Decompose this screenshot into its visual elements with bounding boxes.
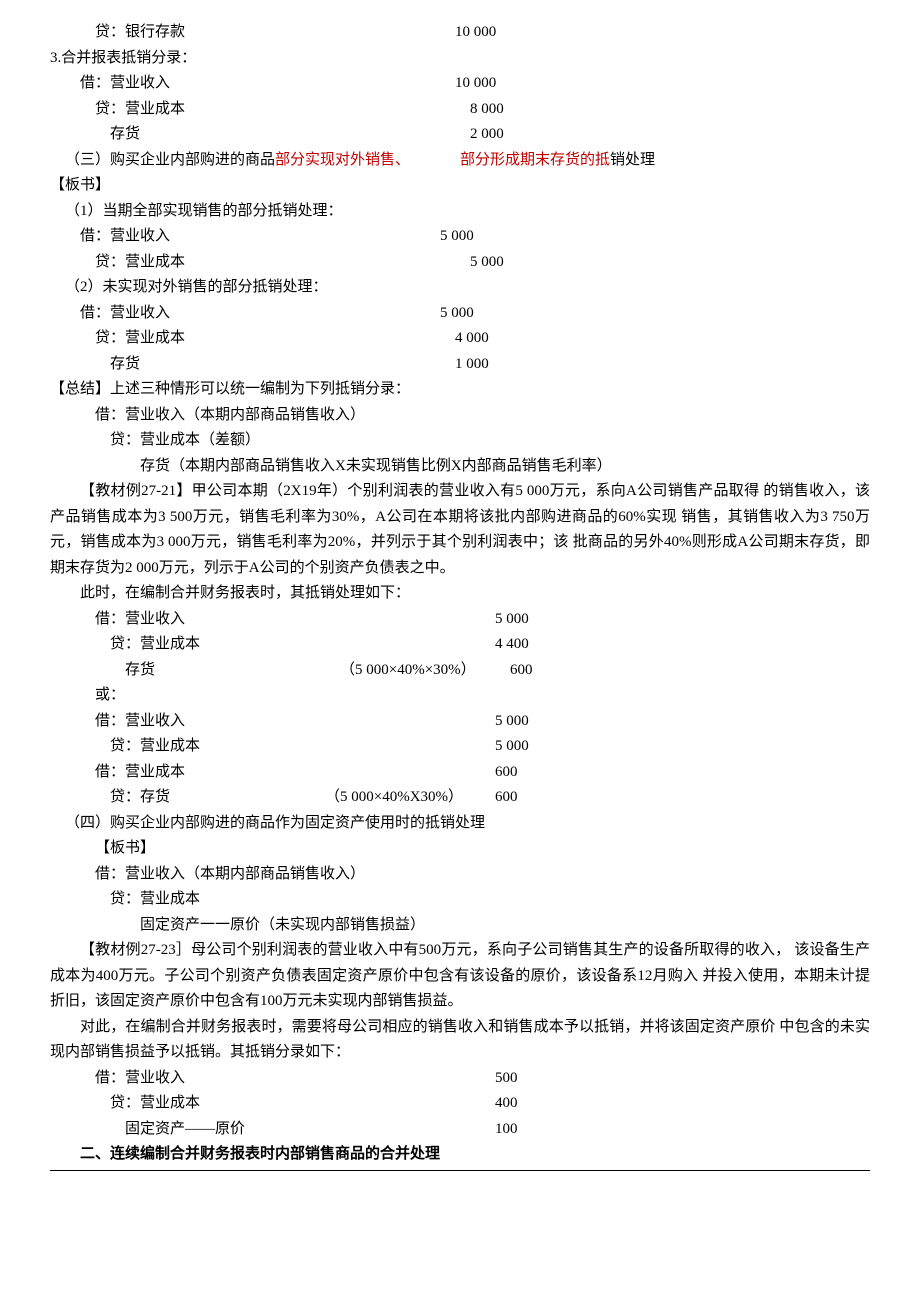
calc-expression: （5 000×40%X30%） <box>325 785 495 811</box>
text: 贷：营业成本（差额） <box>110 428 260 454</box>
text-line: 3.合并报表抵销分录： <box>50 46 870 72</box>
amount-value: 500 <box>495 1066 518 1092</box>
entry-line: 贷：营业成本 5 000 <box>50 734 870 760</box>
account-label: 存货 <box>110 658 340 684</box>
text-line: 【板书】 <box>50 836 870 862</box>
amount-value: 5 000 <box>470 250 504 276</box>
entry-line: 借：营业收入 10 000 <box>50 71 870 97</box>
text: 【板书】 <box>50 173 110 199</box>
text: （四）购买企业内部购进的商品作为固定资产使用时的抵销处理 <box>65 811 485 837</box>
amount-value: 4 000 <box>455 326 489 352</box>
amount-value: 600 <box>510 658 533 684</box>
account-label: 借：营业收入 <box>80 301 440 327</box>
text: （三）购买企业内部购进的商品 <box>65 148 275 174</box>
paragraph: 对此，在编制合并财务报表时，需要将母公司相应的销售收入和销售成本予以抵销，并将该… <box>50 1015 870 1066</box>
account-label: 借：营业收入 <box>95 607 495 633</box>
account-label: 借：营业收入 <box>80 71 455 97</box>
account-label: 贷：银行存款 <box>95 20 455 46</box>
text-line: 存货（本期内部商品销售收入X未实现销售比例X内部商品销售毛利率） <box>50 454 870 480</box>
account-label: 贷：营业成本 <box>95 326 455 352</box>
text-line: （四）购买企业内部购进的商品作为固定资产使用时的抵销处理 <box>50 811 870 837</box>
text-highlight: 部分实现对外销售、 <box>275 148 410 174</box>
account-label: 借：营业成本 <box>95 760 495 786</box>
account-label: 贷：存货 <box>110 785 325 811</box>
entry-line: 存货 2 000 <box>50 122 870 148</box>
amount-value: 5 000 <box>440 301 474 327</box>
entry-line: 存货 1 000 <box>50 352 870 378</box>
text-line: 或： <box>50 683 870 709</box>
amount-value: 100 <box>495 1117 518 1143</box>
account-label: 固定资产——原价 <box>110 1117 495 1143</box>
account-label: 存货 <box>95 352 455 378</box>
text-line: 借：营业收入（本期内部商品销售收入） <box>50 862 870 888</box>
entry-line: 贷：营业成本 5 000 <box>50 250 870 276</box>
amount-value: 600 <box>495 785 518 811</box>
text-line: 固定资产一一原价（未实现内部销售损益） <box>50 913 870 939</box>
entry-line: 借：营业收入 5 000 <box>50 301 870 327</box>
text-highlight: 部分形成期末存货的抵 <box>460 148 610 174</box>
amount-value: 1 000 <box>455 352 489 378</box>
entry-line: 借：营业收入 5 000 <box>50 709 870 735</box>
calc-expression: （5 000×40%×30%） <box>340 658 510 684</box>
entry-line: 借：营业收入 5 000 <box>50 224 870 250</box>
text-line: （2）未实现对外销售的部分抵销处理： <box>50 275 870 301</box>
entry-line: 借：营业收入 5 000 <box>50 607 870 633</box>
text: 存货（本期内部商品销售收入X未实现销售比例X内部商品销售毛利率） <box>140 454 612 480</box>
amount-value: 400 <box>495 1091 518 1117</box>
text: （2）未实现对外销售的部分抵销处理： <box>65 275 328 301</box>
entry-line: 存货 （5 000×40%×30%） 600 <box>50 658 870 684</box>
account-label: 贷：营业成本 <box>110 632 495 658</box>
account-label: 借：营业收入 <box>95 1066 495 1092</box>
text-line: （1）当期全部实现销售的部分抵销处理： <box>50 199 870 225</box>
text: 【板书】 <box>95 836 155 862</box>
text: 固定资产一一原价（未实现内部销售损益） <box>140 913 425 939</box>
account-label: 贷：营业成本 <box>110 734 495 760</box>
text: （1）当期全部实现销售的部分抵销处理： <box>65 199 343 225</box>
account-label: 借：营业收入 <box>95 709 495 735</box>
entry-line: 贷：营业成本 400 <box>50 1091 870 1117</box>
text: 【总结】上述三种情形可以统一编制为下列抵销分录： <box>50 377 410 403</box>
text: 借：营业收入（本期内部商品销售收入） <box>95 862 365 888</box>
text-line: 借：营业收入（本期内部商品销售收入） <box>50 403 870 429</box>
amount-value: 5 000 <box>495 607 529 633</box>
amount-value: 5 000 <box>440 224 474 250</box>
account-label: 贷：营业成本 <box>95 97 470 123</box>
entry-line: 借：营业成本 600 <box>50 760 870 786</box>
entry-line: 借：营业收入 500 <box>50 1066 870 1092</box>
entry-line: 贷：营业成本 4 400 <box>50 632 870 658</box>
entry-line: 贷：营业成本 8 000 <box>50 97 870 123</box>
account-label: 借：营业收入 <box>80 224 440 250</box>
amount-value: 5 000 <box>495 734 529 760</box>
amount-value: 4 400 <box>495 632 529 658</box>
amount-value: 8 000 <box>470 97 504 123</box>
account-label: 贷：营业成本 <box>110 1091 495 1117</box>
account-label: 存货 <box>95 122 470 148</box>
entry-line: 贷：存货 （5 000×40%X30%） 600 <box>50 785 870 811</box>
entry-line: 贷：银行存款 10 000 <box>50 20 870 46</box>
paragraph: 【教材例27-21】甲公司本期（2X19年）个别利润表的营业收入有5 000万元… <box>50 479 870 581</box>
text: 或： <box>95 683 125 709</box>
text-line: 贷：营业成本 <box>50 887 870 913</box>
amount-value: 5 000 <box>495 709 529 735</box>
entry-line: 固定资产——原价 100 <box>50 1117 870 1143</box>
amount-value: 10 000 <box>455 20 496 46</box>
text-line: 【总结】上述三种情形可以统一编制为下列抵销分录： <box>50 377 870 403</box>
amount-value: 10 000 <box>455 71 496 97</box>
section-heading: 二、连续编制合并财务报表时内部销售商品的合并处理 <box>50 1142 870 1171</box>
account-label: 贷：营业成本 <box>95 250 470 276</box>
text-line: 【板书】 <box>50 173 870 199</box>
amount-value: 600 <box>495 760 518 786</box>
text: 贷：营业成本 <box>110 887 200 913</box>
text: 3.合并报表抵销分录： <box>50 46 196 72</box>
text: 销处理 <box>610 148 655 174</box>
paragraph: 此时，在编制合并财务报表时，其抵销处理如下： <box>50 581 870 607</box>
entry-line: 贷：营业成本 4 000 <box>50 326 870 352</box>
text: 借：营业收入（本期内部商品销售收入） <box>95 403 365 429</box>
text-line: （三）购买企业内部购进的商品部分实现对外销售、 部分形成期末存货的抵销处理 <box>50 148 870 174</box>
amount-value: 2 000 <box>470 122 504 148</box>
paragraph: 【教材例27-23］母公司个别利润表的营业收入中有500万元，系向子公司销售其生… <box>50 938 870 1015</box>
text-line: 贷：营业成本（差额） <box>50 428 870 454</box>
